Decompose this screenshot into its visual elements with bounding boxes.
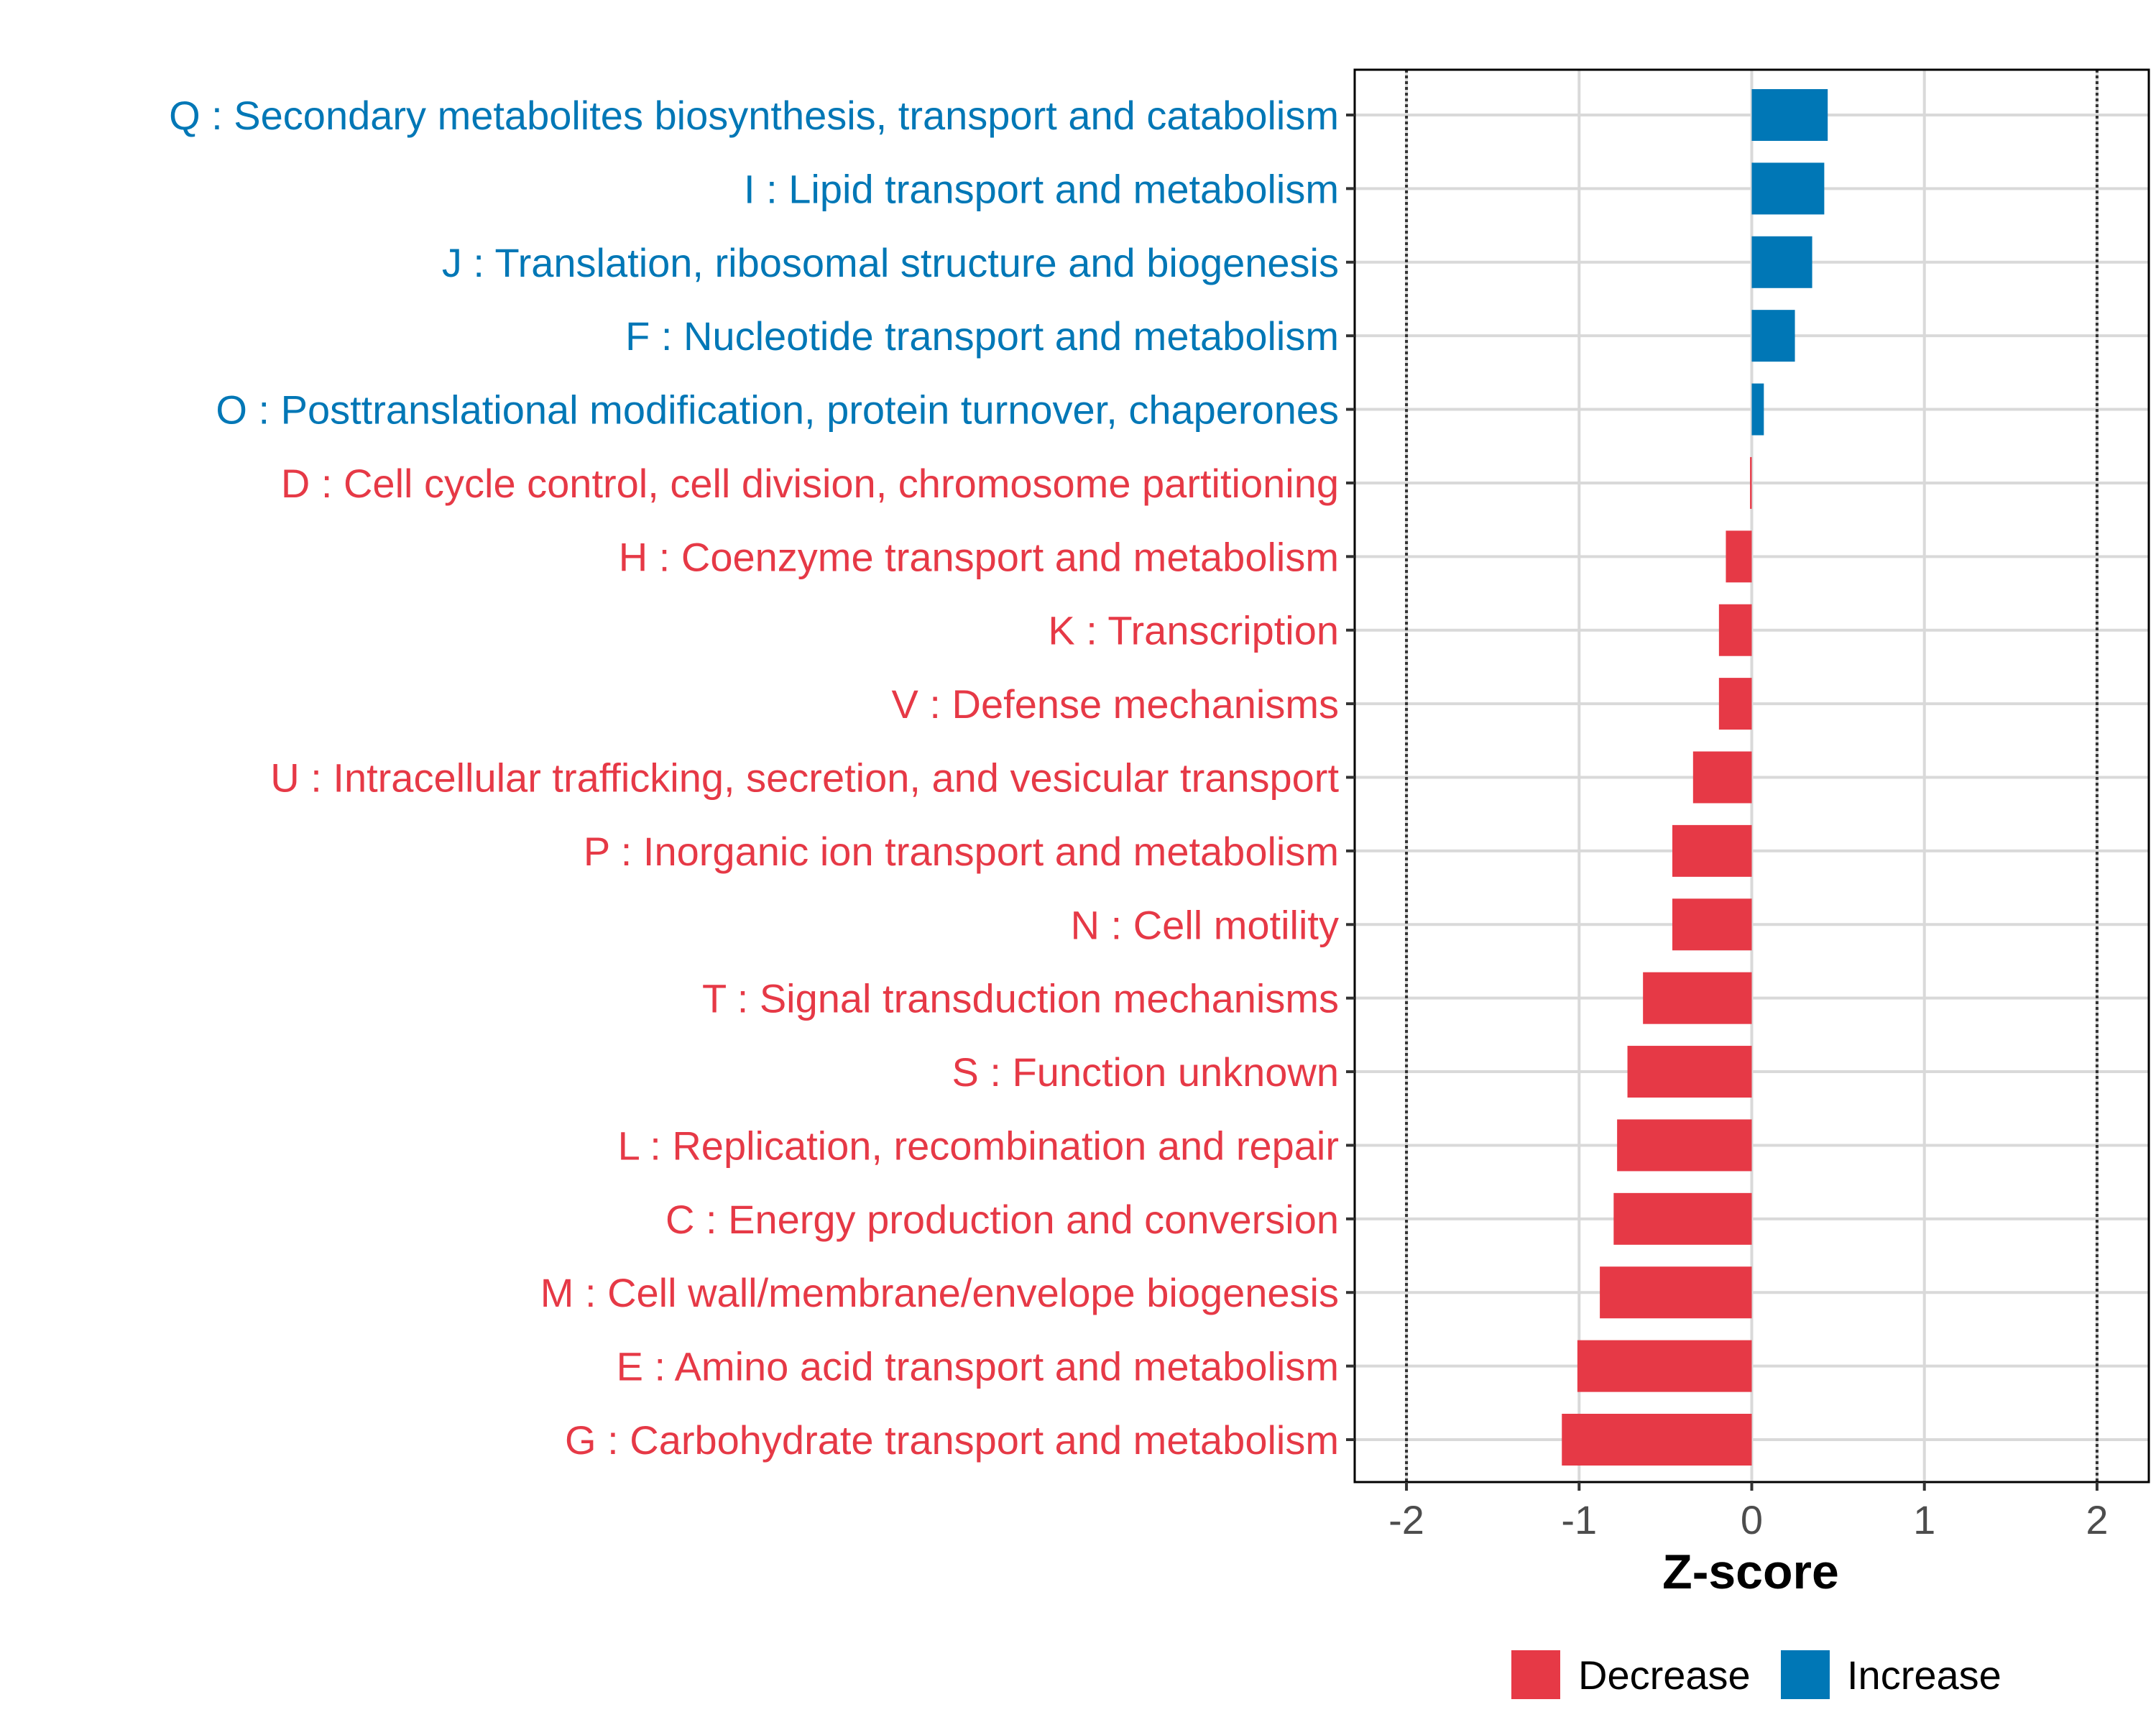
category-label: K : Transcription (1048, 608, 1339, 653)
category-label: I : Lipid transport and metabolism (744, 166, 1339, 211)
category-label: N : Cell motility (1071, 902, 1339, 947)
category-label: T : Signal transduction mechanisms (702, 976, 1339, 1021)
bar (1627, 1046, 1752, 1098)
bar (1617, 1119, 1752, 1172)
category-label: O : Posttranslational modification, prot… (216, 387, 1339, 433)
legend-label: Decrease (1578, 1652, 1751, 1698)
bar (1751, 162, 1825, 215)
x-tick-label: 1 (1913, 1497, 1935, 1542)
x-tick-label: -1 (1561, 1497, 1597, 1542)
y-axis-ticks: Q : Secondary metabolites biosynthesis, … (169, 93, 1355, 1463)
x-tick-label: 0 (1741, 1497, 1763, 1542)
category-label: L : Replication, recombination and repai… (618, 1123, 1339, 1168)
bars (1562, 89, 1828, 1466)
bar (1643, 972, 1752, 1024)
category-label: H : Coenzyme transport and metabolism (619, 534, 1339, 579)
category-label: V : Defense mechanisms (892, 681, 1339, 727)
bar (1600, 1266, 1752, 1319)
bar (1718, 604, 1752, 656)
category-label: G : Carbohydrate transport and metabolis… (565, 1417, 1339, 1463)
x-tick-label: 2 (2086, 1497, 2108, 1542)
bar (1672, 824, 1752, 877)
bar (1613, 1192, 1752, 1245)
legend-key (1511, 1650, 1560, 1699)
bar (1751, 236, 1812, 288)
category-label: S : Function unknown (952, 1049, 1339, 1095)
legend-label: Increase (1847, 1652, 2001, 1698)
bar (1751, 89, 1828, 141)
bar (1751, 310, 1795, 362)
category-label: P : Inorganic ion transport and metaboli… (584, 829, 1339, 874)
category-label: U : Intracellular trafficking, secretion… (270, 755, 1339, 801)
x-axis-title: Z-score (1662, 1545, 1839, 1599)
x-tick-label: -2 (1388, 1497, 1424, 1542)
bar (1692, 751, 1752, 804)
category-label: C : Energy production and conversion (665, 1197, 1339, 1242)
bar (1750, 456, 1752, 509)
bar (1718, 678, 1752, 730)
x-axis-ticks: -2 -1 0 1 2 (1388, 1482, 2109, 1542)
bar (1577, 1340, 1752, 1392)
bar (1726, 530, 1752, 583)
category-label: Q : Secondary metabolites biosynthesis, … (169, 93, 1339, 138)
bar (1562, 1414, 1752, 1466)
category-label: J : Translation, ribosomal structure and… (442, 240, 1339, 285)
category-label: E : Amino acid transport and metabolism (617, 1344, 1339, 1389)
bar (1672, 898, 1752, 951)
category-label: D : Cell cycle control, cell division, c… (281, 461, 1339, 506)
category-label: M : Cell wall/membrane/envelope biogenes… (540, 1270, 1339, 1315)
category-label: F : Nucleotide transport and metabolism (625, 313, 1339, 359)
legend-key (1781, 1650, 1830, 1699)
legend: Decrease Increase (1511, 1650, 2001, 1699)
bar (1751, 383, 1764, 436)
